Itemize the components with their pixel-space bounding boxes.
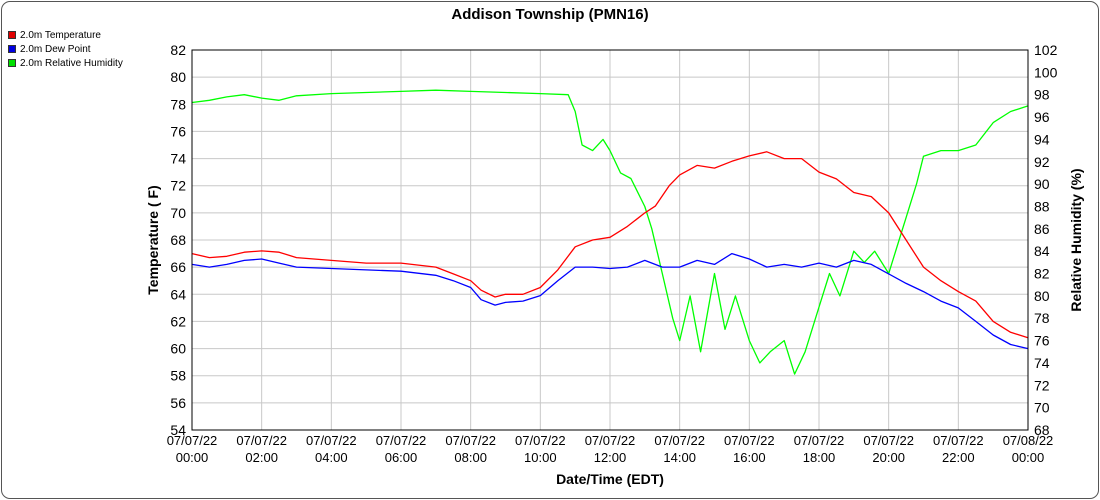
series-dew-point-line (191, 252, 1029, 350)
y-left-tick-label: 76 (170, 123, 186, 139)
x-tick-time: 10:00 (524, 450, 557, 465)
y-left-tick-label: 54 (170, 422, 186, 438)
x-tick-date: 07/07/22 (376, 433, 427, 448)
x-tick-date: 07/07/22 (236, 433, 287, 448)
y-axis-left-label: Temperature ( F) (145, 185, 161, 294)
right-axis: 68 70 72 74 76 78 80 82 84 86 88 90 92 94 96 98 100 102 (1034, 42, 1058, 438)
x-tick-date: 07/08/22 (1003, 433, 1054, 448)
legend-item-relative-humidity: 2.0m Relative Humidity (8, 56, 123, 70)
x-axis-label: Date/Time (EDT) (556, 471, 664, 487)
x-tick-time: 00:00 (1012, 450, 1045, 465)
y-left-tick-label: 56 (170, 395, 186, 411)
x-tick-time: 12:00 (594, 450, 627, 465)
x-tick-date: 07/07/22 (933, 433, 984, 448)
x-tick-date: 07/07/22 (654, 433, 705, 448)
x-tick-date: 07/07/22 (306, 433, 357, 448)
x-tick-date: 07/07/22 (863, 433, 914, 448)
y-right-tick-label: 92 (1034, 154, 1050, 170)
y-right-tick-label: 102 (1034, 42, 1058, 58)
plot-area (191, 49, 1029, 431)
left-axis: 54 56 58 60 62 64 66 68 70 72 74 76 78 80 82 (170, 42, 186, 438)
y-right-tick-label: 86 (1034, 221, 1050, 237)
y-right-tick-label: 82 (1034, 266, 1050, 282)
legend-label-relative-humidity: 2.0m Relative Humidity (20, 57, 123, 69)
x-tick-date: 07/07/22 (445, 433, 496, 448)
x-tick-time: 18:00 (803, 450, 836, 465)
series-layer (191, 89, 1029, 375)
y-left-tick-label: 60 (170, 341, 186, 357)
y-left-tick-label: 74 (170, 151, 186, 167)
y-left-tick-label: 58 (170, 368, 186, 384)
x-tick-date: 07/07/22 (515, 433, 566, 448)
y-left-tick-label: 78 (170, 96, 186, 112)
x-axis: 07/07/22 00:00 07/07/22 02:00 07/07/22 04:00 0… (167, 433, 1054, 465)
y-right-tick-label: 90 (1034, 176, 1050, 192)
grid (191, 49, 1029, 431)
y-right-tick-label: 80 (1034, 288, 1050, 304)
legend-item-temperature: 2.0m Temperature (8, 28, 123, 42)
y-right-tick-label: 76 (1034, 333, 1050, 349)
x-tick-date: 07/07/22 (724, 433, 775, 448)
x-tick-time: 02:00 (245, 450, 278, 465)
y-right-tick-label: 72 (1034, 377, 1050, 393)
x-tick-date: 07/07/22 (585, 433, 636, 448)
series-temperature-line (191, 151, 1029, 339)
y-right-tick-label: 98 (1034, 87, 1050, 103)
legend-swatch-temperature (8, 31, 16, 39)
x-tick-time: 06:00 (385, 450, 418, 465)
y-right-tick-label: 94 (1034, 131, 1050, 147)
x-tick-time: 22:00 (942, 450, 975, 465)
chart-title: Addison Township (PMN16) (451, 6, 648, 23)
x-tick-time: 16:00 (733, 450, 766, 465)
x-tick-time: 00:00 (176, 450, 209, 465)
x-tick-date: 07/07/22 (167, 433, 218, 448)
x-tick-time: 08:00 (454, 450, 487, 465)
y-axis-right-label: Relative Humidity (%) (1068, 168, 1084, 311)
legend-label-dew-point: 2.0m Dew Point (20, 43, 91, 55)
legend-swatch-relative-humidity (8, 59, 16, 67)
y-right-tick-label: 84 (1034, 243, 1050, 259)
y-right-tick-label: 78 (1034, 310, 1050, 326)
legend: 2.0m Temperature 2.0m Dew Point 2.0m Rel… (8, 28, 123, 70)
y-right-tick-label: 68 (1034, 422, 1050, 438)
y-left-tick-label: 64 (170, 286, 186, 302)
y-right-tick-label: 88 (1034, 198, 1050, 214)
y-right-tick-label: 70 (1034, 400, 1050, 416)
y-right-tick-label: 96 (1034, 109, 1050, 125)
y-left-tick-label: 70 (170, 205, 186, 221)
y-left-tick-label: 80 (170, 69, 186, 85)
y-right-tick-label: 100 (1034, 64, 1058, 80)
y-left-tick-label: 72 (170, 178, 186, 194)
x-tick-time: 04:00 (315, 450, 348, 465)
y-left-tick-label: 68 (170, 232, 186, 248)
legend-label-temperature: 2.0m Temperature (20, 29, 101, 41)
legend-item-dew-point: 2.0m Dew Point (8, 42, 123, 56)
y-left-tick-label: 62 (170, 313, 186, 329)
series-relative-humidity-line (191, 89, 1029, 375)
legend-swatch-dew-point (8, 45, 16, 53)
y-right-tick-label: 74 (1034, 355, 1050, 371)
x-tick-date: 07/07/22 (794, 433, 845, 448)
y-left-tick-label: 66 (170, 259, 186, 275)
x-tick-time: 14:00 (663, 450, 696, 465)
x-tick-time: 20:00 (872, 450, 905, 465)
y-left-tick-label: 82 (170, 42, 186, 58)
